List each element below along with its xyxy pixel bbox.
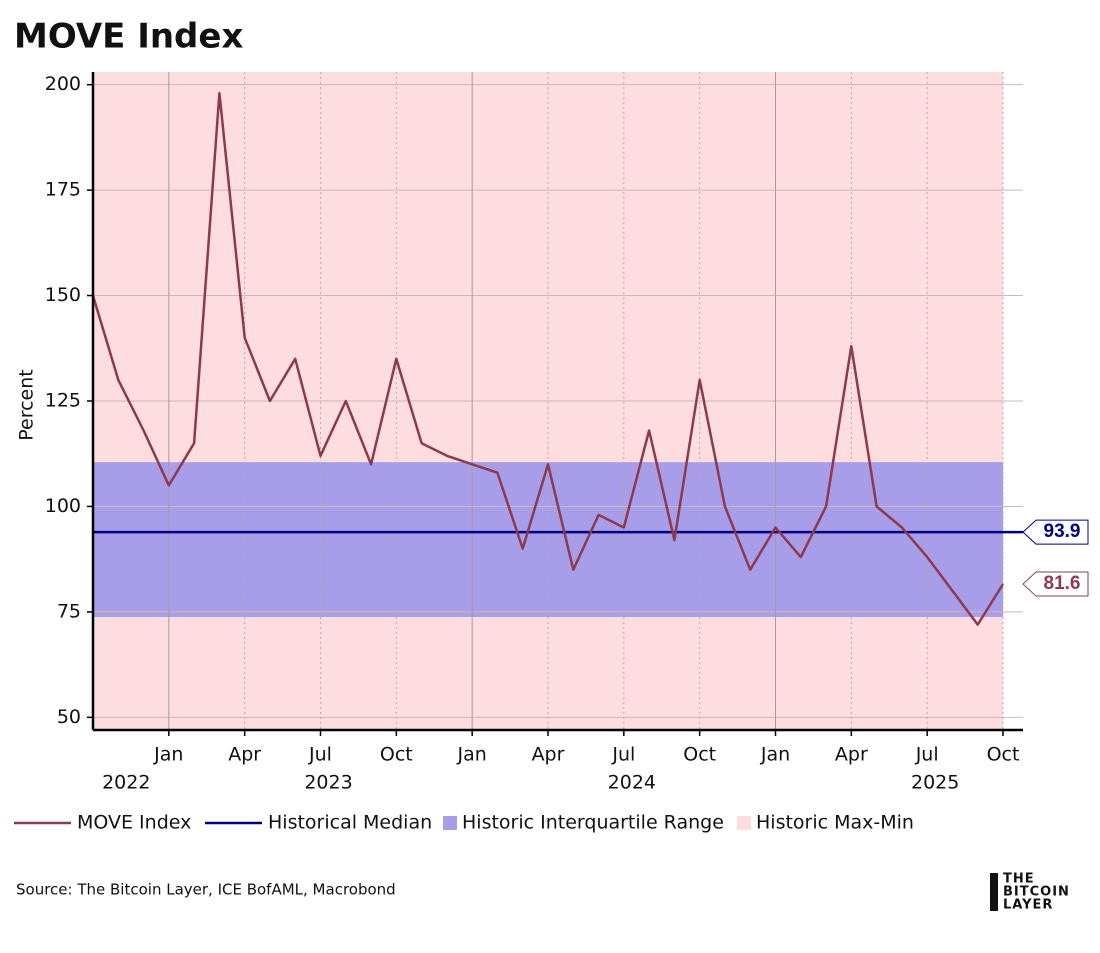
legend-label: Historical Median <box>268 812 432 834</box>
y-tick-label: 150 <box>45 284 81 306</box>
x-tick-label: Jul <box>308 744 332 766</box>
chart-title: MOVE Index <box>14 17 243 57</box>
x-group-label: 2025 <box>911 772 959 794</box>
x-tick-label: Jul <box>611 744 635 766</box>
legend-label: Historic Interquartile Range <box>462 812 724 834</box>
source: Source: The Bitcoin Layer, ICE BofAML, M… <box>16 881 396 899</box>
x-tick-label: Jan <box>153 744 183 766</box>
x-tick-label: Jan <box>760 744 790 766</box>
x-tick-label: Oct <box>380 744 413 766</box>
x-group-label: 2023 <box>304 772 352 794</box>
legend-swatch <box>737 816 751 830</box>
logo-text: THE <box>1003 872 1035 887</box>
last-value-tag <box>1022 571 1089 597</box>
x-tick-label: Apr <box>228 744 261 766</box>
x-group-label: 2022 <box>102 772 150 794</box>
x-tick-label: Oct <box>683 744 716 766</box>
logo-text: LAYER <box>1003 898 1053 913</box>
legend-swatch <box>443 816 457 830</box>
y-tick-label: 125 <box>45 390 81 412</box>
last-value-label: 81.6 <box>1044 573 1081 594</box>
x-group-label: 2024 <box>608 772 656 794</box>
x-tick-label: Apr <box>835 744 868 766</box>
legend-label: Historic Max-Min <box>756 812 914 834</box>
x-tick-label: Jan <box>457 744 487 766</box>
x-tick-label: Apr <box>532 744 565 766</box>
x-tick-label: Oct <box>987 744 1020 766</box>
logo-text: BITCOIN <box>1003 885 1070 900</box>
y-axis-label: Percent <box>16 369 38 441</box>
y-tick-label: 200 <box>45 73 81 95</box>
x-tick-label: Jul <box>915 744 939 766</box>
legend-label: MOVE Index <box>77 812 191 834</box>
logo-bar <box>990 873 998 911</box>
y-tick-label: 75 <box>57 600 81 622</box>
median-tag <box>1022 519 1089 545</box>
y-tick-label: 50 <box>57 706 81 728</box>
median-label: 93.9 <box>1044 521 1081 542</box>
y-tick-label: 175 <box>45 179 81 201</box>
y-tick-label: 100 <box>45 495 81 517</box>
move-line <box>91 91 1005 626</box>
